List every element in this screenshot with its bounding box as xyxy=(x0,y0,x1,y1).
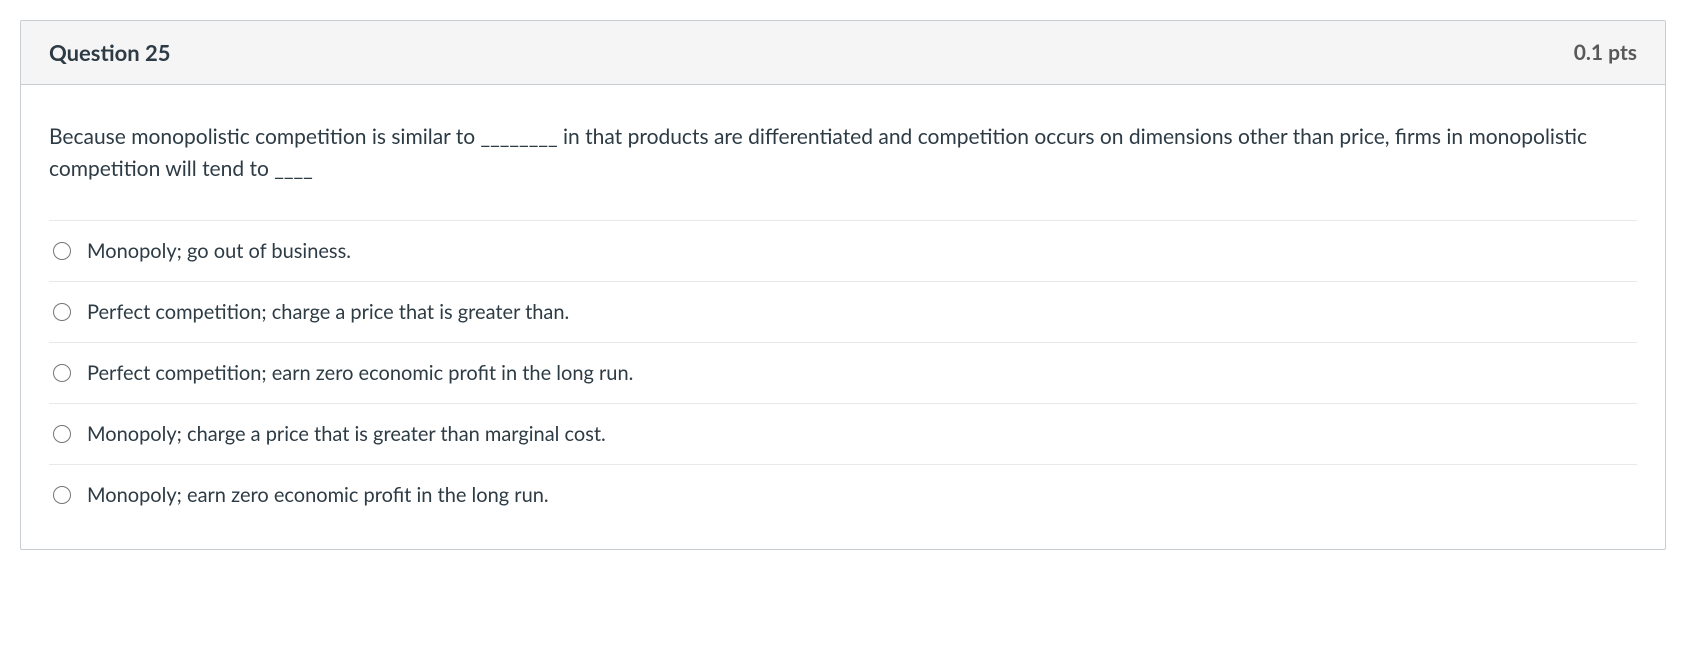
answer-option[interactable]: Perfect competition; charge a price that… xyxy=(49,282,1637,343)
answer-label: Perfect competition; charge a price that… xyxy=(87,300,569,324)
answer-label: Perfect competition; earn zero economic … xyxy=(87,361,633,385)
answer-label: Monopoly; go out of business. xyxy=(87,239,351,263)
answer-label: Monopoly; charge a price that is greater… xyxy=(87,422,606,446)
question-card: Question 25 0.1 pts Because monopolistic… xyxy=(20,20,1666,550)
question-text: Because monopolistic competition is simi… xyxy=(49,121,1637,184)
question-title: Question 25 xyxy=(49,39,171,66)
answer-radio[interactable] xyxy=(53,364,71,382)
answer-option[interactable]: Perfect competition; earn zero economic … xyxy=(49,343,1637,404)
answer-radio[interactable] xyxy=(53,486,71,504)
answer-label: Monopoly; earn zero economic profit in t… xyxy=(87,483,549,507)
answer-option[interactable]: Monopoly; charge a price that is greater… xyxy=(49,404,1637,465)
answer-radio[interactable] xyxy=(53,425,71,443)
answer-option[interactable]: Monopoly; go out of business. xyxy=(49,221,1637,282)
answer-option[interactable]: Monopoly; earn zero economic profit in t… xyxy=(49,465,1637,525)
answers-list: Monopoly; go out of business. Perfect co… xyxy=(49,220,1637,525)
answer-radio[interactable] xyxy=(53,303,71,321)
question-points: 0.1 pts xyxy=(1574,40,1637,65)
question-body: Because monopolistic competition is simi… xyxy=(21,85,1665,549)
answer-radio[interactable] xyxy=(53,242,71,260)
question-header: Question 25 0.1 pts xyxy=(21,21,1665,85)
